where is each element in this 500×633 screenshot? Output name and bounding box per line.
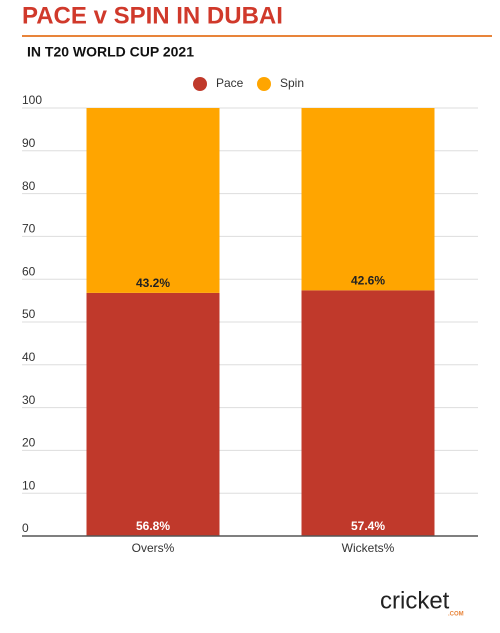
value-label: 56.8% (136, 519, 170, 533)
value-label: 57.4% (351, 519, 385, 533)
y-tick-label: 20 (22, 436, 36, 450)
x-tick-label: Overs% (132, 541, 175, 555)
y-tick-label: 40 (22, 350, 36, 364)
y-tick-label: 50 (22, 307, 36, 321)
bar-segment (86, 292, 220, 536)
bar-segment (301, 108, 435, 291)
logo-name: cricket (380, 587, 450, 614)
y-tick-label: 30 (22, 393, 36, 407)
y-tick-label: 70 (22, 222, 36, 236)
y-tick-label: 100 (22, 93, 42, 107)
legend-swatch (257, 77, 271, 91)
legend-swatch (193, 77, 207, 91)
legend-label: Pace (216, 76, 244, 90)
chart-title: PACE v SPIN IN DUBAI (22, 2, 283, 29)
y-tick-label: 10 (22, 478, 36, 492)
y-tick-label: 80 (22, 179, 36, 193)
legend-label: Spin (280, 76, 304, 90)
bar-segment (301, 290, 435, 536)
x-tick-label: Wickets% (342, 541, 395, 555)
bar-segment (86, 108, 220, 293)
y-tick-label: 60 (22, 264, 36, 278)
value-label: 43.2% (136, 276, 170, 290)
chart-subtitle: IN T20 WORLD CUP 2021 (27, 44, 194, 60)
value-label: 42.6% (351, 273, 385, 287)
logo-suffix: .COM (448, 612, 464, 618)
y-tick-label: 90 (22, 136, 36, 150)
y-tick-label: 0 (22, 521, 29, 535)
